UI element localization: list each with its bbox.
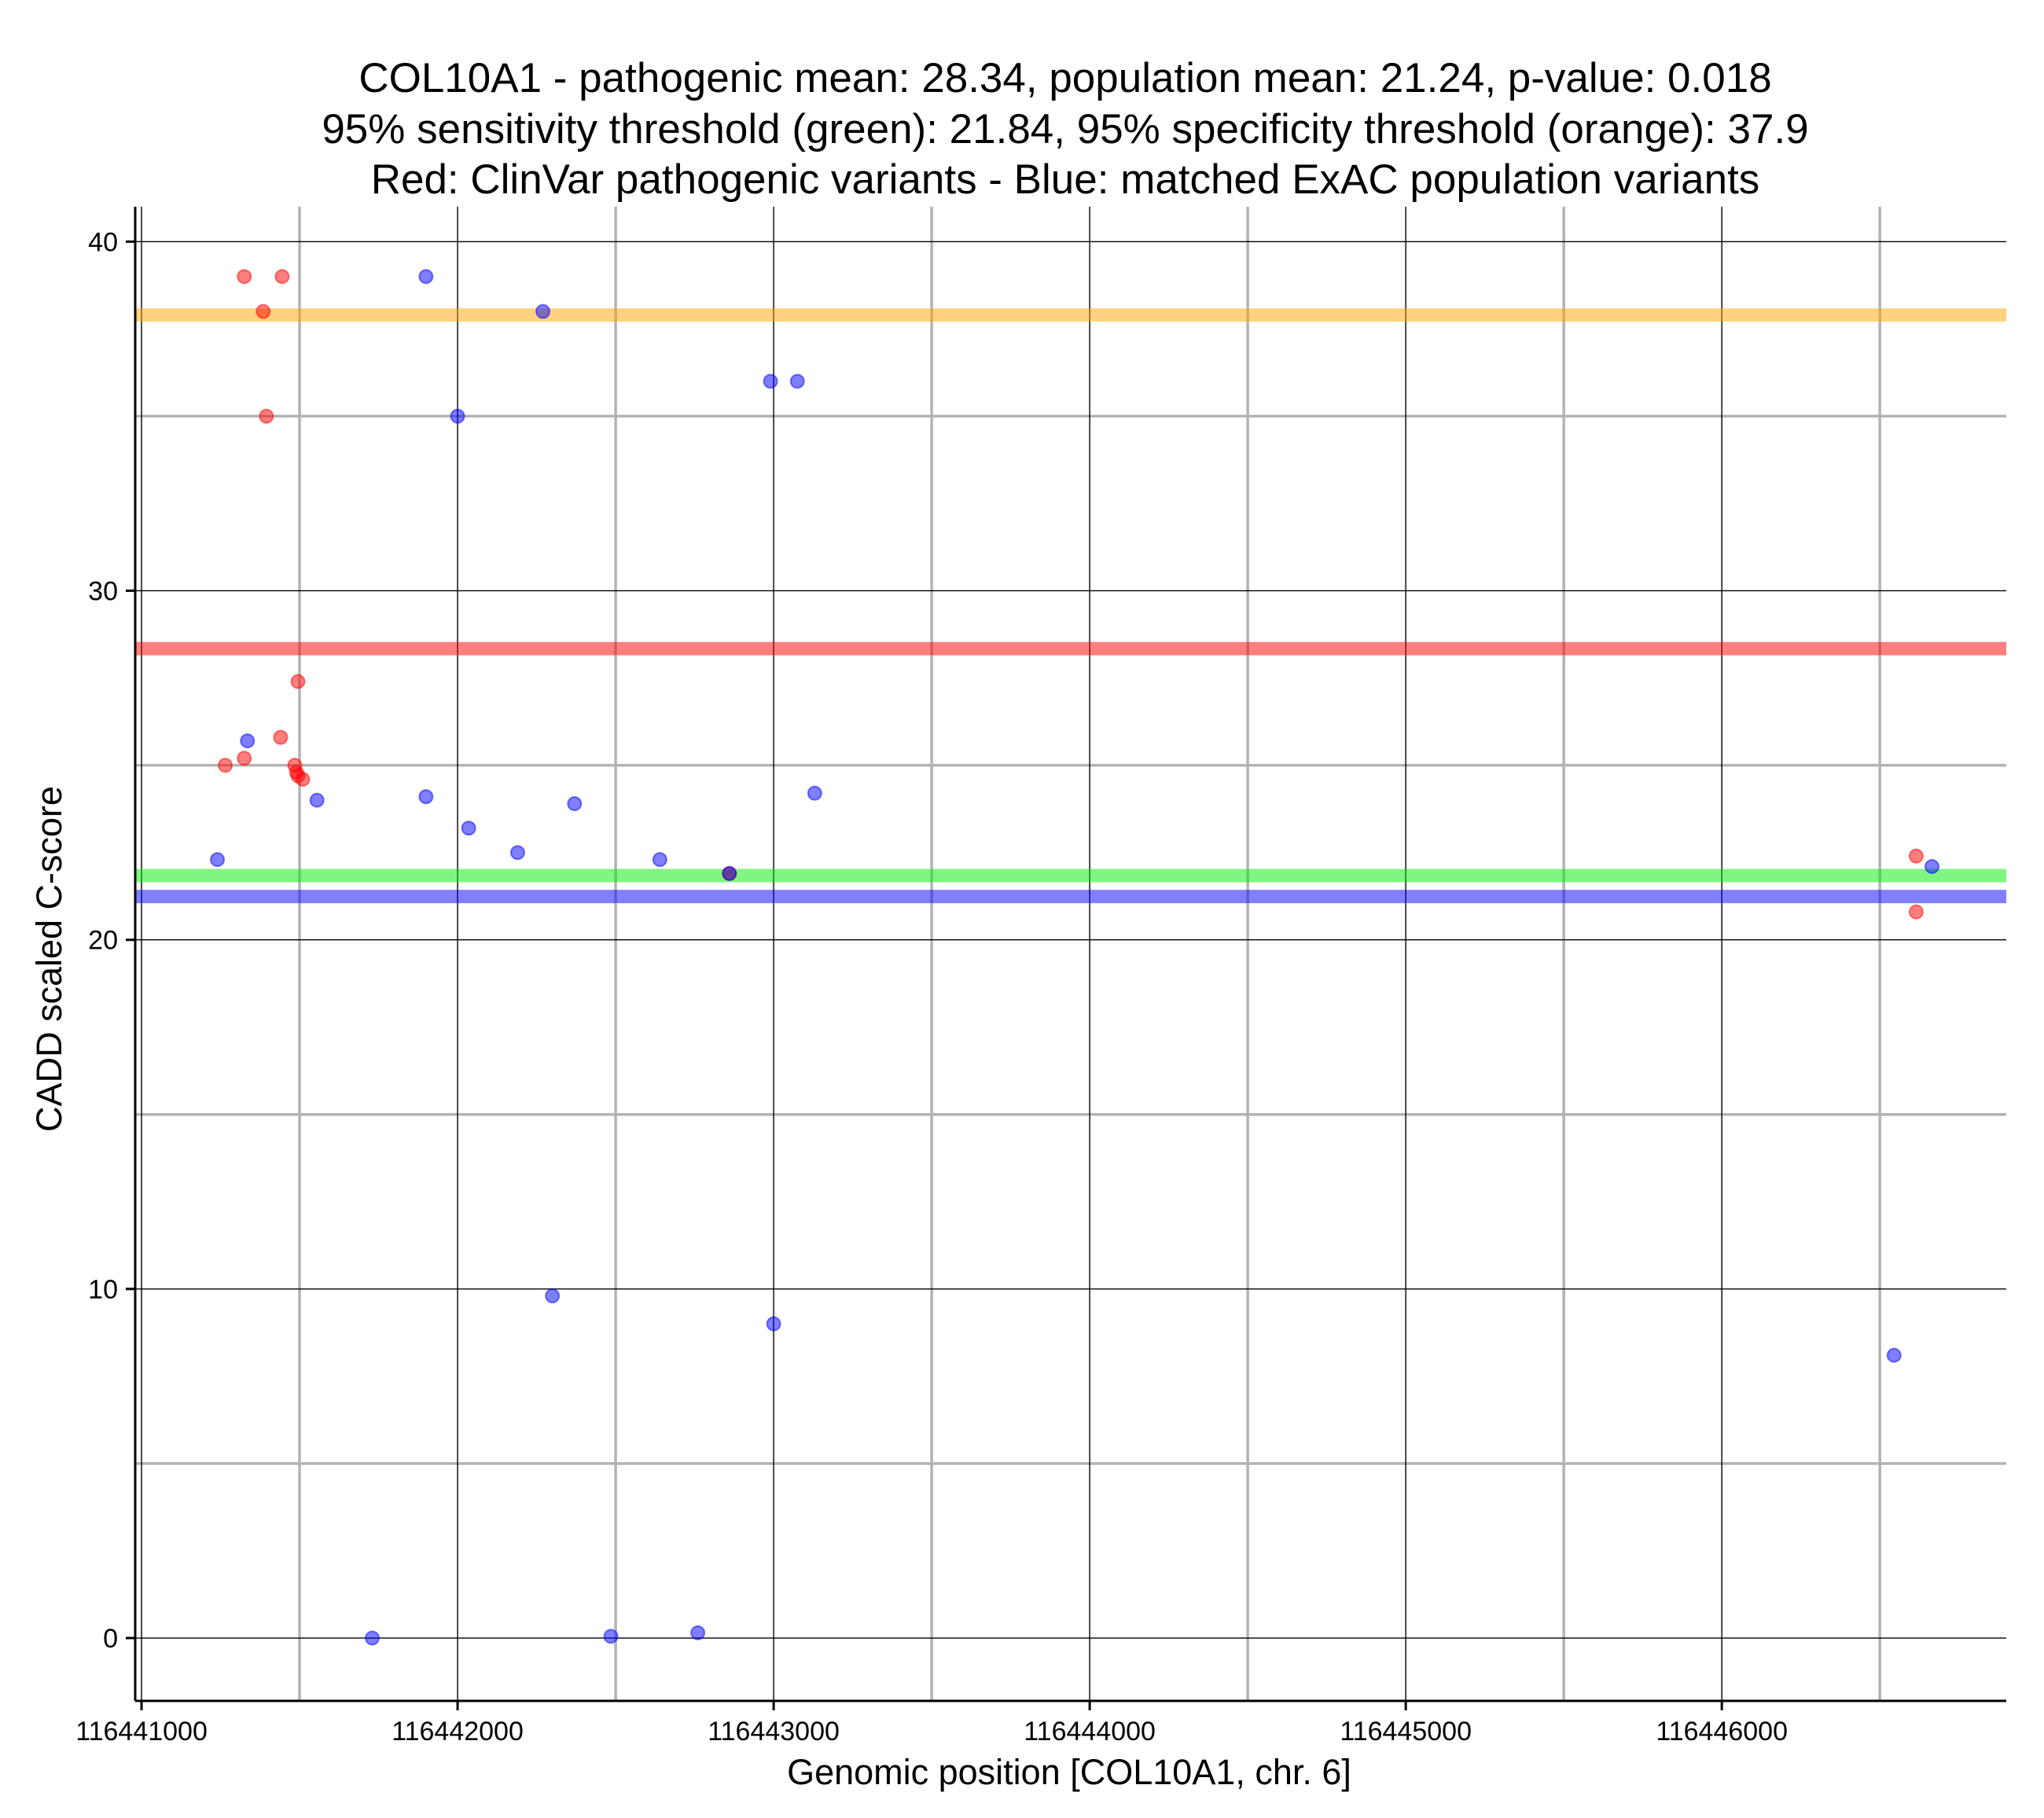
pathogenic-point — [218, 758, 233, 773]
population-point — [509, 845, 525, 861]
x-tick-label: 116446000 — [1656, 1717, 1788, 1746]
x-tick-label: 116444000 — [1024, 1717, 1156, 1746]
population-point — [690, 1625, 706, 1640]
pathogenic-point — [1908, 848, 1924, 864]
population-point — [763, 373, 778, 389]
population-point — [210, 852, 226, 868]
population-point — [807, 785, 822, 801]
population-point — [567, 796, 583, 812]
population-point — [766, 1316, 781, 1331]
x-tick-label: 116441000 — [75, 1717, 208, 1746]
pathogenic-point — [1908, 904, 1924, 920]
pathogenic-point — [237, 269, 252, 285]
population-point — [722, 865, 737, 881]
pathogenic-point — [259, 408, 274, 424]
population-point — [461, 821, 476, 836]
pathogenic-point — [256, 303, 271, 319]
population-point — [309, 792, 325, 808]
x-axis-title: Genomic position [COL10A1, chr. 6] — [787, 1752, 1351, 1792]
population-point — [789, 373, 805, 389]
population-point — [535, 303, 551, 319]
y-axis-title: CADD scaled C-score — [29, 786, 69, 1132]
y-tick-label: 0 — [103, 1624, 118, 1654]
population-point — [1925, 858, 1940, 874]
x-tick-label: 116445000 — [1340, 1717, 1472, 1746]
pathogenic-point — [295, 771, 311, 787]
tick-labels: 116441000 116442000 116443000 116444000 1164… — [75, 227, 1788, 1746]
y-tick-label: 30 — [88, 577, 118, 607]
x-tick-label: 116443000 — [708, 1717, 840, 1746]
data-points — [210, 269, 1940, 1646]
pathogenic-point — [237, 751, 252, 766]
pathogenic-point — [274, 269, 290, 285]
population-point — [365, 1630, 380, 1646]
x-tick-label: 116442000 — [392, 1717, 524, 1746]
population-point — [652, 852, 667, 868]
y-tick-label: 20 — [88, 926, 118, 956]
y-tick-label: 40 — [88, 227, 118, 257]
population-point — [450, 408, 465, 424]
title-line-3: Red: ClinVar pathogenic variants - Blue:… — [371, 156, 1760, 203]
title-line-2: 95% sensitivity threshold (green): 21.84… — [322, 106, 1808, 152]
title-line-1: COL10A1 - pathogenic mean: 28.34, popula… — [358, 55, 1771, 101]
pathogenic-point — [273, 729, 289, 745]
population-point — [603, 1629, 619, 1644]
population-point — [545, 1288, 561, 1304]
population-point — [418, 789, 434, 805]
y-tick-label: 10 — [88, 1275, 118, 1305]
pathogenic-point — [290, 674, 306, 689]
population-point — [1886, 1347, 1902, 1363]
chart-title: COL10A1 - pathogenic mean: 28.34, popula… — [322, 55, 1808, 203]
threshold-lines — [135, 308, 2006, 904]
minor-gridlines — [135, 207, 2006, 1701]
population-point — [418, 269, 434, 285]
major-gridlines — [135, 207, 2006, 1701]
population-point — [240, 733, 256, 749]
axes — [126, 207, 2006, 1710]
